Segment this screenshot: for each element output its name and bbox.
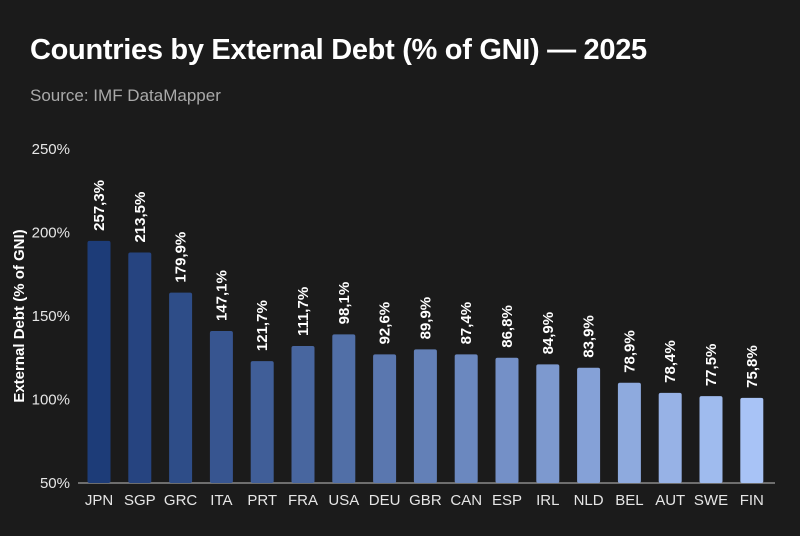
bar-deu [373, 354, 397, 483]
y-tick-label: 100% [32, 392, 70, 409]
x-tick-label: GBR [409, 492, 442, 509]
data-label: 147,1% [213, 270, 230, 321]
data-label: 87,4% [458, 302, 475, 345]
data-label: 84,9% [540, 312, 557, 355]
x-tick-label: JPN [85, 492, 113, 509]
bar-gbr [413, 349, 437, 483]
bar-ita [209, 331, 233, 483]
data-label: 83,9% [581, 315, 598, 358]
bar-irl [536, 364, 560, 483]
x-tick-label: ITA [210, 492, 232, 509]
data-label: 257,3% [91, 180, 108, 231]
bar-jpn [87, 240, 111, 483]
data-label: 111,7% [295, 287, 312, 336]
data-label: 89,9% [417, 297, 434, 340]
bar-grc [169, 292, 193, 483]
data-label: 86,8% [499, 305, 516, 348]
bar-esp [495, 357, 519, 483]
x-tick-label: ESP [492, 492, 522, 509]
data-label: 179,9% [173, 232, 190, 283]
chart-title: Countries by External Debt (% of GNI) — … [30, 34, 647, 66]
y-tick-label: 250% [32, 141, 70, 158]
x-tick-label: FRA [288, 492, 318, 509]
x-tick-label: BEL [615, 492, 643, 509]
data-label: 98,1% [336, 282, 353, 325]
chart-subtitle: Source: IMF DataMapper [30, 86, 221, 105]
x-tick-label: NLD [574, 492, 604, 509]
y-axis-label: External Debt (% of GNI) [11, 229, 28, 402]
data-label: 78,4% [662, 340, 679, 383]
y-tick-label: 150% [32, 308, 70, 325]
x-tick-label: SWE [694, 492, 728, 509]
bar-aut [658, 392, 682, 483]
x-tick-label: IRL [536, 492, 559, 509]
y-tick-label: 200% [32, 225, 70, 242]
bar-fin [740, 397, 764, 483]
data-label: 92,6% [377, 302, 394, 345]
x-tick-label: CAN [450, 492, 482, 509]
data-label: 121,7% [254, 300, 271, 351]
x-tick-label: USA [328, 492, 359, 509]
x-tick-label: AUT [655, 492, 685, 509]
x-tick-label: FIN [740, 492, 764, 509]
bar-fra [291, 346, 315, 483]
bar-swe [699, 396, 723, 483]
data-label: 213,5% [132, 192, 149, 243]
y-tick-label: 50% [40, 475, 70, 492]
x-tick-label: SGP [124, 492, 156, 509]
bar-sgp [128, 252, 152, 483]
data-label: 78,9% [621, 330, 638, 373]
bar-can [454, 354, 478, 483]
data-label: 77,5% [703, 344, 720, 387]
bar-nld [577, 367, 601, 483]
x-tick-label: PRT [247, 492, 277, 509]
bar-usa [332, 334, 356, 483]
data-label: 75,8% [744, 345, 761, 388]
bar-bel [617, 382, 641, 483]
x-tick-label: DEU [369, 492, 401, 509]
bar-prt [250, 361, 274, 483]
x-tick-label: GRC [164, 492, 198, 509]
